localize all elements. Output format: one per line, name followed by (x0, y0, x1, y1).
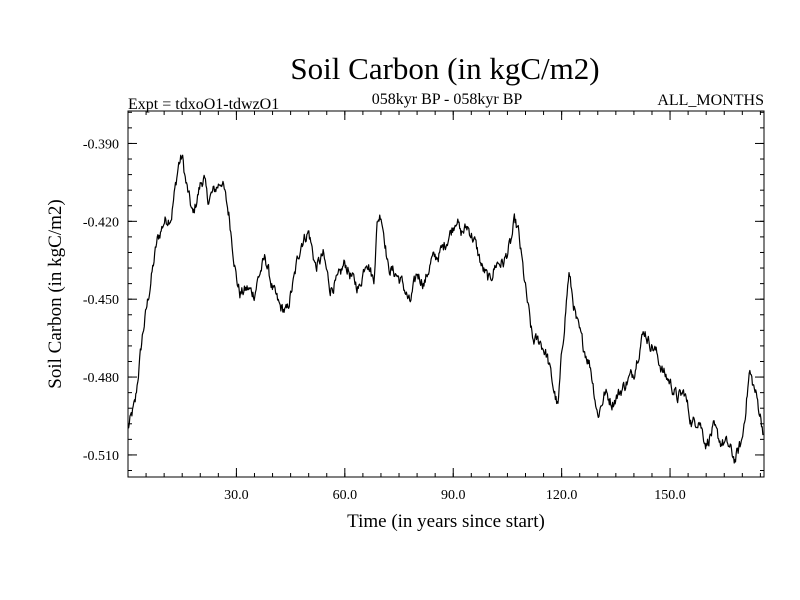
x-tick-label: 90.0 (441, 488, 466, 503)
x-tick-label: 60.0 (333, 488, 358, 503)
y-tick-labels: -0.390 -0.420 -0.450 -0.480 -0.510 (83, 137, 119, 463)
x-tick-label: 30.0 (224, 488, 249, 503)
y-tick-label: -0.510 (83, 449, 119, 464)
x-axis-label: Time (in years since start) (347, 511, 545, 532)
period-label: 058kyr BP - 058kyr BP (372, 91, 523, 108)
x-tick-label: 150.0 (654, 488, 686, 503)
x-tick-label: 120.0 (546, 488, 578, 503)
experiment-label: Expt = tdxoO1-tdwzO1 (128, 96, 279, 113)
y-tick-label: -0.420 (83, 215, 119, 230)
plot-frame (127, 110, 765, 478)
soil-carbon-series-line (127, 154, 764, 464)
y-tick-label: -0.390 (83, 137, 119, 152)
months-label: ALL_MONTHS (657, 92, 764, 109)
y-tick-label: -0.450 (83, 293, 119, 308)
y-tick-label: -0.480 (83, 371, 119, 386)
x-tick-labels: 30.0 60.0 90.0 120.0 150.0 (224, 488, 686, 503)
chart-title: Soil Carbon (in kgC/m2) (290, 51, 599, 86)
axis-ticks (128, 111, 764, 477)
y-axis-label: Soil Carbon (in kgC/m2) (45, 199, 66, 388)
